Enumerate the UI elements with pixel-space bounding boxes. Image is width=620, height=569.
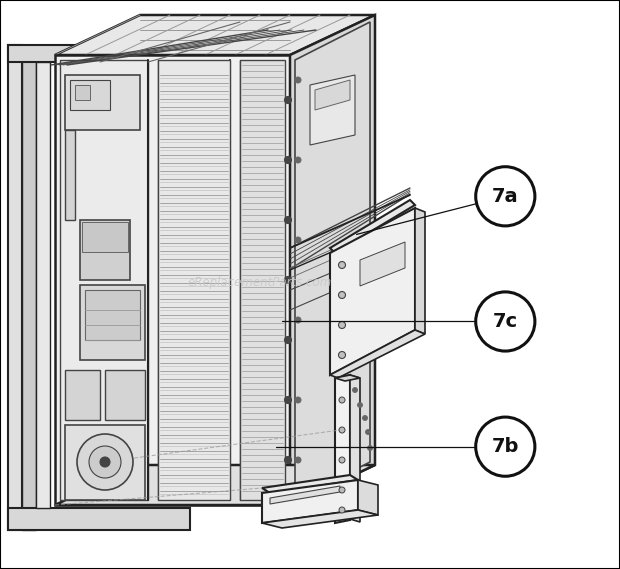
Circle shape [285, 277, 291, 283]
Polygon shape [65, 130, 75, 220]
Circle shape [476, 167, 535, 226]
Circle shape [285, 397, 291, 403]
Polygon shape [315, 80, 350, 110]
Circle shape [339, 487, 345, 493]
Polygon shape [415, 208, 425, 334]
Polygon shape [335, 375, 360, 381]
Circle shape [285, 97, 291, 104]
Polygon shape [330, 200, 415, 253]
Circle shape [339, 427, 345, 433]
Circle shape [285, 456, 291, 464]
Circle shape [295, 457, 301, 463]
Text: 7a: 7a [492, 187, 518, 206]
Circle shape [476, 292, 535, 351]
Polygon shape [55, 15, 375, 55]
Circle shape [358, 402, 363, 407]
Circle shape [339, 397, 345, 403]
Text: 7c: 7c [493, 312, 518, 331]
Circle shape [89, 446, 121, 478]
Circle shape [353, 387, 358, 393]
Circle shape [339, 291, 345, 299]
Polygon shape [60, 60, 148, 500]
Polygon shape [36, 62, 50, 508]
Polygon shape [65, 370, 100, 420]
Circle shape [77, 434, 133, 490]
Polygon shape [105, 370, 145, 420]
Polygon shape [330, 330, 425, 378]
Polygon shape [262, 510, 378, 528]
Circle shape [285, 216, 291, 224]
Circle shape [295, 237, 301, 243]
Polygon shape [65, 75, 140, 130]
Polygon shape [310, 75, 355, 145]
Polygon shape [358, 480, 378, 515]
Polygon shape [80, 285, 145, 360]
Circle shape [368, 446, 373, 451]
Polygon shape [335, 375, 350, 523]
Circle shape [285, 336, 291, 344]
Circle shape [295, 157, 301, 163]
Circle shape [476, 417, 535, 476]
Circle shape [339, 262, 345, 269]
Polygon shape [330, 208, 415, 375]
Polygon shape [158, 60, 230, 500]
Polygon shape [262, 475, 358, 493]
Polygon shape [295, 22, 370, 500]
Circle shape [100, 457, 110, 467]
Polygon shape [350, 375, 360, 522]
Polygon shape [70, 80, 110, 110]
Polygon shape [55, 465, 375, 505]
Polygon shape [22, 45, 36, 530]
Text: eReplacementParts.com: eReplacementParts.com [188, 275, 332, 288]
Polygon shape [8, 45, 190, 62]
Circle shape [295, 397, 301, 403]
Circle shape [295, 77, 301, 83]
Circle shape [339, 321, 345, 328]
Circle shape [366, 430, 371, 435]
Polygon shape [360, 242, 405, 286]
Polygon shape [8, 508, 190, 530]
Polygon shape [85, 290, 140, 340]
Polygon shape [8, 45, 22, 530]
Polygon shape [55, 55, 290, 505]
Circle shape [339, 457, 345, 463]
Polygon shape [82, 222, 128, 252]
Polygon shape [270, 486, 340, 504]
Polygon shape [80, 220, 130, 280]
Polygon shape [290, 15, 375, 505]
Circle shape [295, 317, 301, 323]
Polygon shape [240, 60, 285, 500]
Polygon shape [262, 480, 358, 523]
Text: 7b: 7b [492, 437, 519, 456]
Circle shape [285, 156, 291, 163]
Polygon shape [75, 85, 90, 100]
Circle shape [339, 352, 345, 358]
Circle shape [339, 507, 345, 513]
Circle shape [363, 415, 368, 420]
Polygon shape [65, 425, 145, 500]
